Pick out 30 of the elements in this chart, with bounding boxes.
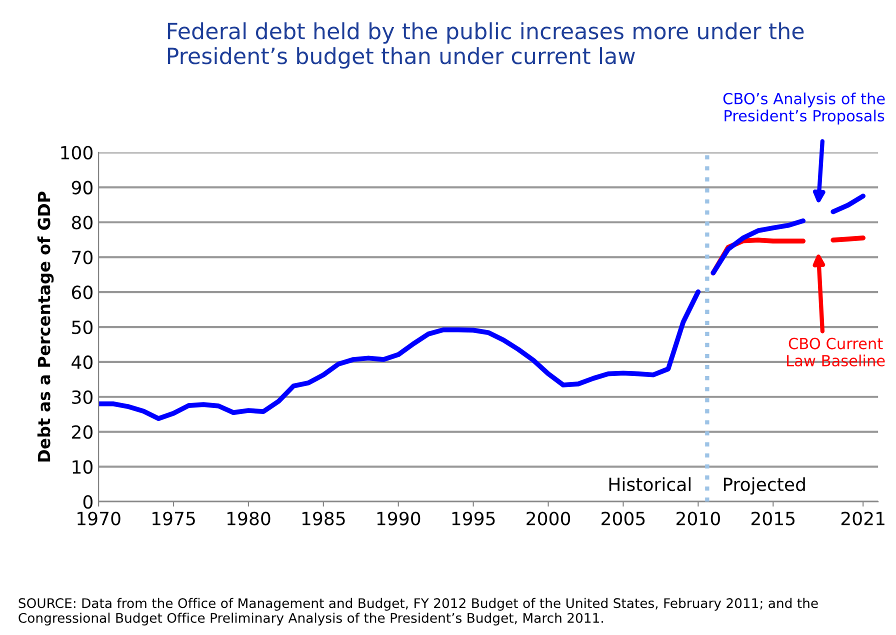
y-tick-label: 40 bbox=[72, 355, 92, 370]
line-series bbox=[98, 289, 701, 421]
annotation: CBO Current Law Baseline bbox=[787, 338, 885, 366]
y-tick-label: 60 bbox=[72, 286, 92, 300]
text: CBO’s Analysis of the President’s Proposals bbox=[723, 92, 885, 124]
x-tick-label: 2000 bbox=[526, 512, 570, 526]
y-tick-label: 20 bbox=[72, 425, 92, 439]
annotation: Historical bbox=[609, 477, 690, 492]
x-tick-label: 1975 bbox=[152, 512, 195, 526]
y-tick-label: 0 bbox=[83, 495, 92, 509]
x-tick-label: 1970 bbox=[78, 512, 120, 526]
x-tick-label: 2015 bbox=[751, 512, 795, 526]
x-tick-label: 1985 bbox=[302, 512, 345, 526]
y-tick-label: 30 bbox=[72, 390, 92, 404]
y-tick-label: 80 bbox=[72, 216, 92, 230]
x-tick-label: 2005 bbox=[602, 512, 645, 526]
x-tick-label: 2021 bbox=[841, 512, 884, 526]
y-tick-label: 10 bbox=[72, 460, 92, 474]
y-tick-label: 50 bbox=[72, 320, 92, 334]
x-tick-label: 1990 bbox=[377, 512, 420, 526]
y-axis-title: Debt as a Percentage of GDP bbox=[37, 192, 54, 462]
x-tick-label: 2010 bbox=[676, 512, 720, 526]
y-tick-label: 90 bbox=[72, 180, 92, 194]
y-tick-label: 100 bbox=[61, 146, 92, 160]
x-tick-label: 1995 bbox=[452, 512, 495, 526]
chart-title: Federal debt held by the public increases more under the President’s budget than under current law bbox=[168, 22, 804, 69]
source-note: SOURCE: Data from the Office of Management and Budget, FY 2012 Budget of the United States, February 2011; and the Congressional Budget Office Preliminary Analysis of the President’s Budget, March 2011. bbox=[18, 598, 818, 626]
y-tick-label: 70 bbox=[72, 250, 92, 264]
x-tick-label: 1980 bbox=[227, 512, 270, 526]
annotation: Projected bbox=[724, 477, 805, 495]
